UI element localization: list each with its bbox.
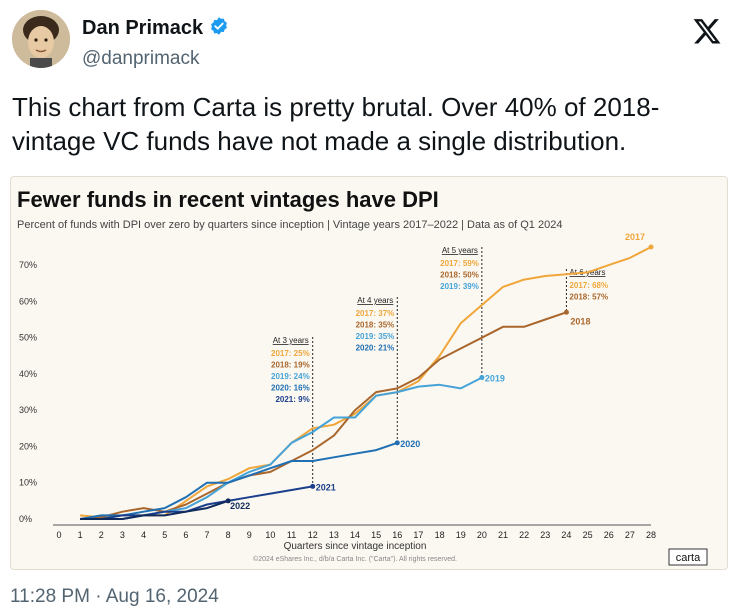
annotation-value: 2019: 24% bbox=[271, 372, 310, 381]
annotation-value: 2017: 59% bbox=[440, 259, 479, 268]
annotation-value: 2020: 21% bbox=[356, 344, 395, 353]
x-tick-label: 17 bbox=[413, 530, 423, 540]
series-end-label-2020: 2020 bbox=[400, 439, 420, 449]
annotation-value: 2018: 57% bbox=[569, 293, 608, 302]
series-line-2022 bbox=[80, 499, 229, 520]
x-tick-label: 10 bbox=[265, 530, 275, 540]
x-tick-label: 1 bbox=[78, 530, 83, 540]
x-tick-label: 12 bbox=[308, 530, 318, 540]
x-tick-label: 26 bbox=[604, 530, 614, 540]
user-handle[interactable]: @danprimack bbox=[82, 48, 200, 69]
y-tick-label: 60% bbox=[19, 296, 37, 306]
y-tick-label: 10% bbox=[19, 478, 37, 488]
y-tick-label: 70% bbox=[19, 260, 37, 270]
x-tick-label: 7 bbox=[204, 530, 209, 540]
avatar[interactable] bbox=[12, 10, 70, 68]
series-line-2017 bbox=[80, 246, 652, 519]
series-end-label-2017: 2017 bbox=[625, 232, 645, 242]
x-tick-label: 4 bbox=[141, 530, 146, 540]
y-tick-label: 50% bbox=[19, 333, 37, 343]
x-tick-label: 22 bbox=[519, 530, 529, 540]
x-tick-label: 23 bbox=[540, 530, 550, 540]
x-tick-label: 25 bbox=[583, 530, 593, 540]
x-tick-label: 27 bbox=[625, 530, 635, 540]
annotation-value: 2019: 35% bbox=[356, 332, 395, 341]
series-end-point-2018 bbox=[563, 309, 569, 315]
series-end-label-2018: 2018 bbox=[570, 316, 590, 326]
x-tick-label: 24 bbox=[561, 530, 571, 540]
x-axis-label: Quarters since vintage inception bbox=[284, 541, 427, 552]
annotation-value: 2017: 25% bbox=[271, 349, 310, 358]
series-line-2021 bbox=[80, 485, 313, 520]
x-tick-label: 2 bbox=[99, 530, 104, 540]
chart-title: Fewer funds in recent vintages have DPI bbox=[17, 187, 439, 212]
series-end-point-2017 bbox=[648, 244, 654, 250]
annotation-value: 2018: 50% bbox=[440, 271, 479, 280]
x-tick-label: 15 bbox=[371, 530, 381, 540]
x-tick-label: 6 bbox=[183, 530, 188, 540]
x-tick-label: 0 bbox=[56, 530, 61, 540]
chart-subtitle: Percent of funds with DPI over zero by q… bbox=[17, 219, 562, 231]
annotation-heading: At 3 years bbox=[273, 336, 309, 345]
x-tick-label: 14 bbox=[350, 530, 360, 540]
x-logo-icon[interactable] bbox=[692, 16, 722, 46]
series-end-label-2022: 2022 bbox=[230, 501, 250, 511]
carta-logo-box bbox=[668, 548, 708, 566]
y-tick-label: 20% bbox=[19, 441, 37, 451]
carta-logo: carta bbox=[676, 552, 701, 564]
x-tick-label: 18 bbox=[435, 530, 445, 540]
annotation-heading: At 5 years bbox=[442, 246, 478, 255]
x-tick-label: 19 bbox=[456, 530, 466, 540]
x-tick-label: 13 bbox=[329, 530, 339, 540]
x-tick-label: 11 bbox=[287, 530, 296, 540]
x-tick-label: 28 bbox=[646, 530, 656, 540]
annotation-value: 2017: 37% bbox=[356, 309, 395, 318]
series-end-point-2019 bbox=[479, 375, 485, 381]
y-tick-label: 40% bbox=[19, 369, 37, 379]
annotation-value: 2021: 9% bbox=[275, 395, 309, 404]
annotation-value: 2018: 35% bbox=[356, 321, 395, 330]
x-tick-label: 20 bbox=[477, 530, 487, 540]
x-tick-label: 21 bbox=[498, 530, 508, 540]
x-tick-label: 16 bbox=[392, 530, 402, 540]
tweet-text: This chart from Carta is pretty brutal. … bbox=[12, 92, 660, 156]
dpi-line-chart: Fewer funds in recent vintages have DPI … bbox=[17, 187, 708, 566]
x-tick-label: 8 bbox=[226, 530, 231, 540]
verified-badge-icon bbox=[209, 16, 229, 41]
x-tick-label: 9 bbox=[247, 530, 252, 540]
y-tick-label: 0% bbox=[19, 514, 32, 524]
annotation-value: 2020: 16% bbox=[271, 384, 310, 393]
tweet-timestamp[interactable]: 11:28 PM · Aug 16, 2024 bbox=[10, 586, 219, 607]
x-tick-label: 5 bbox=[162, 530, 167, 540]
series-line-2020 bbox=[79, 441, 398, 520]
series-end-point-2021 bbox=[310, 483, 316, 489]
annotation-heading: At 4 years bbox=[357, 296, 393, 305]
annotation-value: 2019: 39% bbox=[440, 282, 479, 291]
series-end-point-2020 bbox=[394, 440, 400, 446]
series-line-2018 bbox=[80, 311, 567, 520]
tweet-header: Dan Primack @danprimack bbox=[10, 8, 726, 78]
chart-card[interactable]: Fewer funds in recent vintages have DPI … bbox=[10, 176, 728, 570]
y-tick-label: 30% bbox=[19, 405, 37, 415]
series-end-label-2019: 2019 bbox=[485, 374, 505, 384]
series-end-point-2022 bbox=[225, 498, 231, 504]
annotation-value: 2017: 68% bbox=[569, 281, 608, 290]
annotation-value: 2018: 19% bbox=[271, 361, 310, 370]
display-name[interactable]: Dan Primack bbox=[82, 17, 204, 39]
chart-footer: ©2024 eShares Inc., d/b/a Carta Inc. ("C… bbox=[253, 555, 457, 563]
x-tick-label: 3 bbox=[120, 530, 125, 540]
series-end-label-2021: 2021 bbox=[316, 482, 336, 492]
